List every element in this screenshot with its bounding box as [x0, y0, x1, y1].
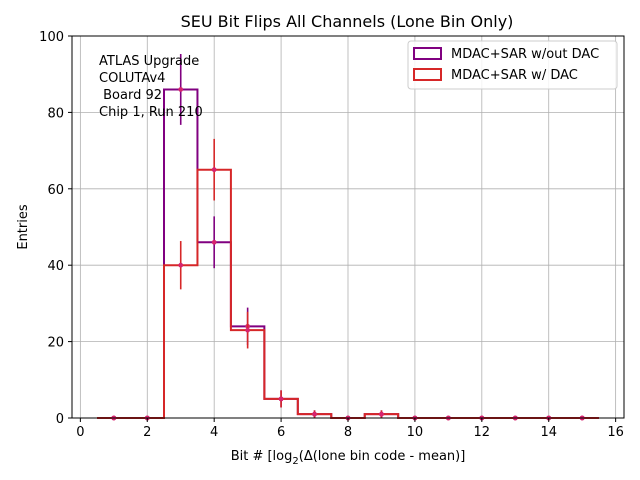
y-tick-label: 20	[47, 336, 64, 351]
annotation-line: ATLAS Upgrade	[99, 54, 199, 69]
x-axis-label: Bit # [log2(Δ(lone bin code - mean)]	[231, 449, 466, 467]
annotation-line: COLUTAv4	[99, 71, 165, 86]
x-tick-label: 4	[210, 425, 218, 440]
chart-title: SEU Bit Flips All Channels (Lone Bin Onl…	[181, 12, 514, 31]
y-ticks: 0 20 40 60 80 100	[39, 30, 72, 427]
data-point	[312, 411, 317, 417]
error-bars	[111, 54, 585, 421]
x-tick-label: 14	[540, 425, 557, 440]
y-tick-label: 40	[47, 259, 64, 274]
x-tick-label: 12	[474, 425, 491, 440]
data-point	[278, 396, 284, 402]
legend-swatch-without-dac	[413, 47, 442, 60]
data-point	[211, 239, 217, 245]
y-tick-label: 100	[39, 30, 64, 45]
x-tick-label: 6	[277, 425, 285, 440]
annotation: ATLAS Upgrade COLUTAv4 Board 92 Chip 1, Ru…	[99, 54, 203, 120]
data-point	[245, 327, 251, 333]
x-tick-label: 16	[607, 425, 624, 440]
y-tick-label: 60	[47, 183, 64, 198]
y-tick-label: 80	[47, 106, 64, 121]
legend-label-with-dac: MDAC+SAR w/ DAC	[451, 68, 578, 83]
data-point	[178, 262, 184, 268]
y-tick-label: 0	[56, 412, 64, 427]
x-axis-label-subscript: 2	[292, 456, 298, 467]
x-axis-label-rest: (Δ(lone bin code - mean)]	[299, 449, 466, 464]
x-tick-label: 10	[407, 425, 424, 440]
y-axis-label: Entries	[16, 204, 31, 250]
legend-label-without-dac: MDAC+SAR w/out DAC	[451, 47, 599, 62]
annotation-line: Chip 1, Run 210	[99, 105, 203, 120]
legend-swatch-with-dac	[413, 68, 442, 81]
data-point	[178, 87, 184, 92]
x-ticks: 0 2 4 6 8 10 12 14 16	[76, 418, 624, 440]
annotation-line: Board 92	[99, 88, 162, 103]
x-tick-label: 0	[76, 425, 84, 440]
data-point	[379, 411, 384, 417]
data-point	[211, 167, 217, 173]
legend-frame	[407, 40, 618, 90]
x-tick-label: 8	[344, 425, 352, 440]
x-tick-label: 2	[143, 425, 151, 440]
legend: MDAC+SAR w/out DAC MDAC+SAR w/ DAC	[407, 40, 618, 90]
